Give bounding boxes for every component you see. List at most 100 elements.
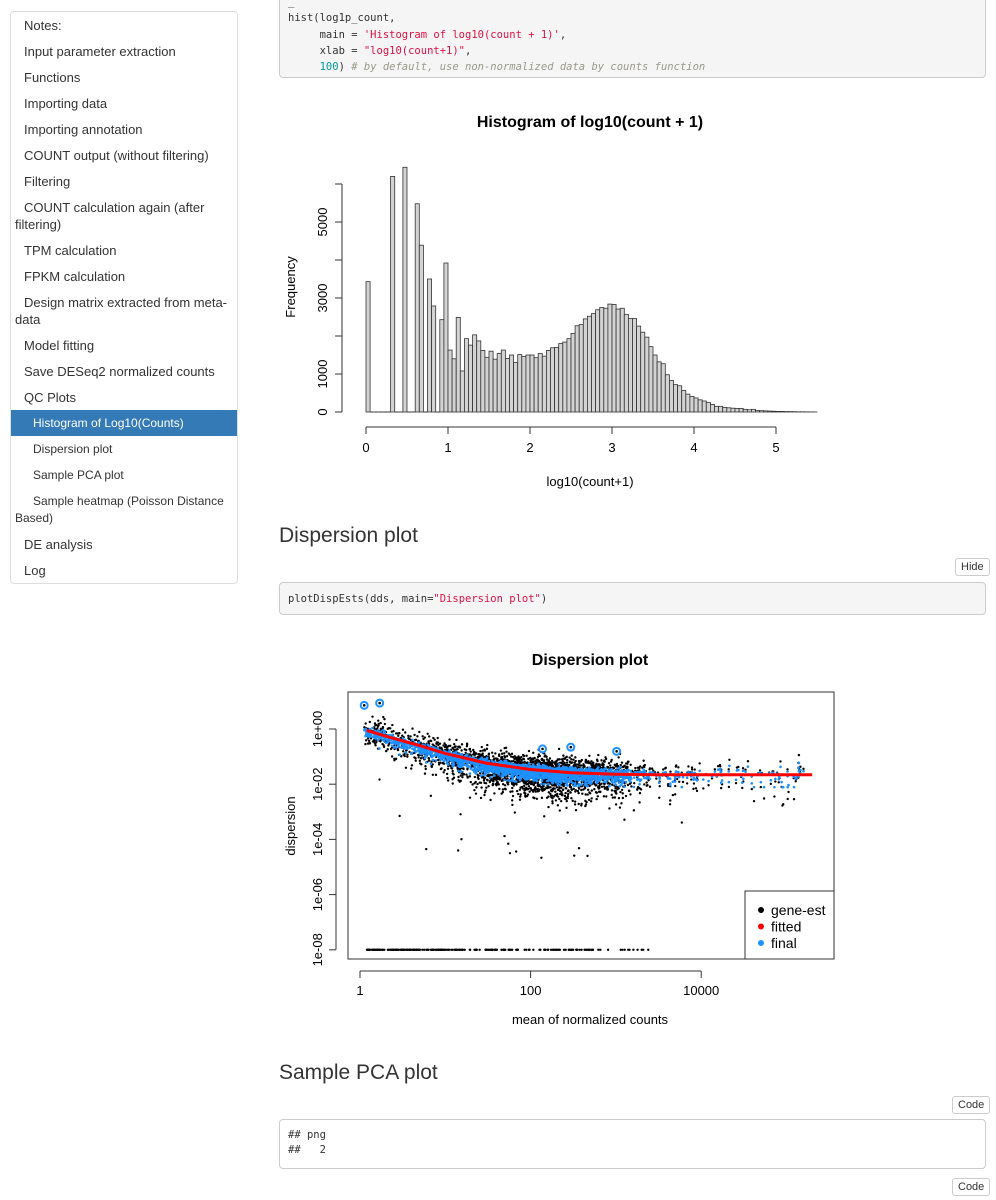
gene-est-point bbox=[594, 764, 597, 767]
gene-est-point bbox=[591, 761, 595, 765]
histogram-bar bbox=[550, 347, 555, 413]
gene-est-point bbox=[792, 798, 796, 801]
toc-item-count-calculation-again-after-filtering[interactable]: COUNT calculation again (after filtering… bbox=[15, 199, 205, 232]
final-point bbox=[719, 770, 723, 774]
gene-est-point bbox=[532, 783, 536, 787]
gene-est-point bbox=[551, 788, 554, 791]
toc-item-filtering[interactable]: Filtering bbox=[24, 173, 71, 189]
toc-item-dispersion-plot[interactable]: Dispersion plot bbox=[33, 441, 113, 456]
gene-est-point bbox=[595, 797, 598, 801]
toc-item-save-deseq2-normalized-counts[interactable]: Save DESeq2 normalized counts bbox=[24, 363, 215, 379]
gene-est-point bbox=[694, 787, 698, 790]
gene-est-point bbox=[695, 789, 699, 793]
gene-est-point bbox=[596, 795, 599, 798]
toc-item-log[interactable]: Log bbox=[24, 562, 46, 578]
final-point bbox=[740, 781, 744, 784]
final-point bbox=[506, 779, 510, 782]
toc-item-sample-pca-plot[interactable]: Sample PCA plot bbox=[33, 467, 124, 482]
histogram-bar bbox=[693, 397, 699, 413]
toc-item-importing-annotation[interactable]: Importing annotation bbox=[24, 121, 143, 137]
toc-item-notes[interactable]: Notes: bbox=[24, 17, 62, 33]
toc-item-sample-heatmap-poisson-distance-based[interactable]: Sample heatmap (Poisson Distance Based) bbox=[15, 493, 224, 525]
gene-est-point bbox=[381, 948, 385, 951]
final-point bbox=[685, 776, 689, 780]
final-point bbox=[564, 778, 567, 782]
gene-est-point bbox=[615, 792, 618, 795]
gene-est-point bbox=[473, 753, 476, 757]
gene-est-point bbox=[487, 784, 490, 788]
gene-est-point bbox=[430, 760, 433, 763]
gene-est-point bbox=[368, 720, 372, 724]
toc-item-design-matrix-extracted-from-meta-data[interactable]: Design matrix extracted from meta-data bbox=[15, 294, 228, 327]
gene-est-point bbox=[558, 809, 562, 812]
histogram-bar bbox=[504, 358, 510, 413]
final-point bbox=[424, 761, 428, 764]
histogram-bar bbox=[779, 411, 785, 413]
gene-est-point bbox=[514, 850, 518, 853]
gene-est-point bbox=[549, 786, 552, 789]
gene-est-point bbox=[414, 759, 417, 762]
toc-item-histogram-of-log10-counts[interactable]: Histogram of Log10(Counts) bbox=[11, 410, 237, 436]
gene-est-point bbox=[606, 948, 610, 951]
final-point bbox=[794, 776, 798, 779]
gene-est-point bbox=[574, 756, 577, 759]
gene-est-point bbox=[614, 803, 618, 806]
histogram-bar bbox=[521, 356, 527, 413]
gene-est-point bbox=[525, 948, 528, 951]
gene-est-point bbox=[522, 757, 526, 761]
gene-est-point bbox=[648, 768, 651, 771]
gene-est-point bbox=[495, 776, 498, 779]
histogram-bar bbox=[480, 350, 486, 413]
gene-est-point bbox=[570, 761, 574, 764]
final-point bbox=[457, 764, 460, 768]
gene-est-point bbox=[565, 787, 568, 790]
gene-est-point bbox=[569, 785, 573, 789]
hide-code-button[interactable]: Hide bbox=[955, 558, 990, 576]
gene-est-point bbox=[566, 758, 569, 762]
gene-est-point bbox=[410, 764, 414, 767]
toc-item-input-parameter-extraction[interactable]: Input parameter extraction bbox=[24, 43, 176, 59]
gene-est-point bbox=[537, 753, 540, 756]
toc-item-fpkm-calculation[interactable]: FPKM calculation bbox=[24, 268, 126, 284]
histogram-bar bbox=[636, 325, 642, 413]
gene-est-point bbox=[561, 783, 565, 787]
gene-est-point bbox=[634, 766, 637, 770]
final-point bbox=[741, 769, 745, 773]
histogram-bar bbox=[603, 307, 609, 413]
toc-item-qc-plots[interactable]: QC Plots bbox=[24, 389, 77, 405]
toc-item-functions[interactable]: Functions bbox=[24, 69, 81, 85]
gene-est-point bbox=[484, 789, 487, 792]
gene-est-point bbox=[556, 792, 559, 796]
histogram-bar bbox=[722, 407, 728, 413]
code-text: _ bbox=[288, 0, 295, 8]
gene-est-point bbox=[464, 751, 467, 754]
toc-item-de-analysis[interactable]: DE analysis bbox=[24, 536, 93, 552]
final-point bbox=[494, 760, 497, 763]
gene-est-point bbox=[597, 785, 600, 789]
toc-item-model-fitting[interactable]: Model fitting bbox=[24, 337, 95, 353]
gene-est-point bbox=[564, 948, 567, 951]
gene-est-point bbox=[527, 785, 531, 788]
toc-item-count-output-without-filtering[interactable]: COUNT output (without filtering) bbox=[24, 147, 209, 163]
gene-est-point bbox=[413, 738, 417, 742]
gene-est-point bbox=[678, 780, 681, 784]
gene-est-point bbox=[465, 742, 469, 745]
toc-item-tpm-calculation[interactable]: TPM calculation bbox=[24, 242, 117, 258]
gene-est-point bbox=[561, 760, 565, 763]
histogram-bar bbox=[492, 358, 498, 413]
gene-est-point bbox=[448, 738, 451, 741]
gene-est-point bbox=[451, 782, 454, 785]
gene-est-point bbox=[551, 797, 554, 800]
gene-est-point bbox=[520, 755, 523, 759]
final-point bbox=[642, 770, 646, 774]
gene-est-point bbox=[437, 758, 440, 762]
gene-est-point bbox=[465, 748, 468, 752]
gene-est-point bbox=[382, 715, 385, 719]
toc-item-importing-data[interactable]: Importing data bbox=[24, 95, 108, 111]
histogram-bar bbox=[652, 354, 658, 413]
gene-est-point bbox=[615, 762, 619, 766]
gene-est-point bbox=[423, 772, 427, 775]
gene-est-point bbox=[621, 796, 625, 800]
gene-est-point bbox=[374, 724, 377, 727]
gene-est-point bbox=[707, 784, 710, 787]
